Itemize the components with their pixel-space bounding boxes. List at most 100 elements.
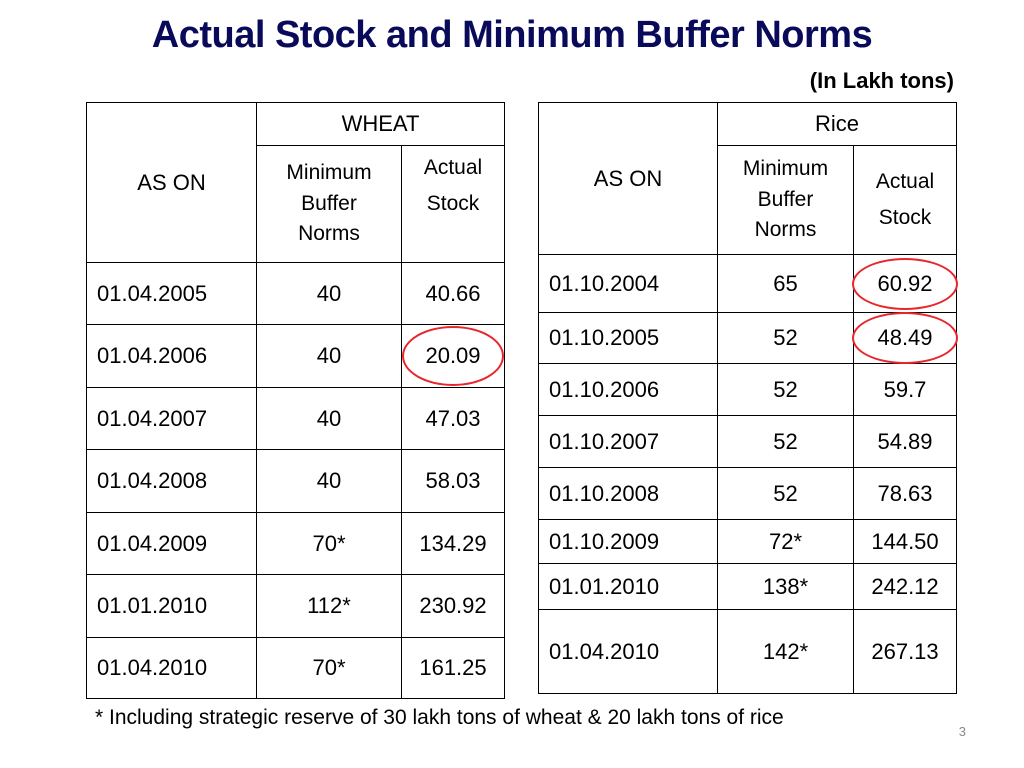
rice-table-row: 01.10.2005 52 48.49: [538, 312, 958, 364]
rice-table-row: 01.10.2008 52 78.63: [538, 467, 958, 520]
rice-actual-stock-cell: 60.92: [852, 254, 958, 313]
rice-min-norm-cell: 142*: [717, 609, 854, 694]
wheat-actual-stock-value: 58.03: [425, 468, 481, 493]
wheat-actual-stock-value: 134.29: [419, 530, 487, 556]
rice-date-cell: 01.10.2005: [538, 312, 718, 364]
rice-table-row: 01.10.2006 52 59.7: [538, 363, 958, 416]
wheat-date-cell: 01.04.2010: [86, 637, 257, 699]
wheat-min-norm-cell: 70*: [256, 512, 402, 575]
rice-min-header-line: Minimum: [742, 157, 829, 181]
rice-min-norm-cell: 52: [717, 312, 854, 364]
wheat-table-body: 01.04.2005 40 40.66 01.04.2006 40 20.09 01.04.…: [86, 262, 505, 699]
rice-min-norm-cell: 72*: [717, 519, 854, 564]
rice-date-cell: 01.01.2010: [538, 563, 718, 610]
rice-date-cell: 01.10.2007: [538, 415, 718, 468]
wheat-table: AS ON WHEAT Minimum Buffer Norms Actual …: [86, 102, 505, 699]
wheat-actual-header-line: Actual: [423, 155, 483, 179]
rice-min-norm-cell: 138*: [717, 563, 854, 610]
rice-actual-stock-cell: 48.49: [852, 312, 958, 364]
rice-min-header: Minimum Buffer Norms: [717, 145, 854, 255]
wheat-table-row: 01.04.2007 40 47.03: [86, 387, 505, 450]
wheat-actual-stock-cell: 161.25: [401, 637, 505, 699]
wheat-table-row: 01.04.2005 40 40.66: [86, 262, 505, 325]
rice-min-header-line: Norms: [754, 218, 817, 242]
rice-table-row: 01.04.2010 142* 267.13: [538, 609, 958, 694]
rice-actual-stock-cell: 267.13: [852, 609, 958, 694]
wheat-min-norm-cell: 70*: [256, 637, 402, 699]
wheat-min-norm-cell: 112*: [256, 574, 402, 638]
wheat-table-row: 01.04.2008 40 58.03: [86, 449, 505, 513]
wheat-table-row: 01.01.2010 112* 230.92: [86, 574, 505, 638]
wheat-date-cell: 01.04.2007: [86, 387, 257, 450]
rice-actual-header: Actual Stock: [852, 145, 958, 255]
wheat-group-header: WHEAT: [256, 102, 505, 146]
wheat-min-header-line: Norms: [298, 222, 360, 246]
rice-actual-header-line: Stock: [878, 206, 932, 229]
wheat-table-row: 01.04.2010 70* 161.25: [86, 637, 505, 699]
rice-as-on-header: AS ON: [538, 102, 718, 255]
wheat-as-on-header: AS ON: [86, 102, 257, 263]
wheat-min-norm-cell: 40: [256, 449, 402, 513]
wheat-actual-stock-value: 47.03: [425, 405, 481, 431]
rice-actual-stock-value: 78.63: [877, 480, 933, 506]
rice-min-norm-cell: 52: [717, 467, 854, 520]
wheat-actual-stock-cell: 58.03: [401, 449, 505, 513]
units-label: (In Lakh tons): [809, 68, 954, 93]
rice-group-header: Rice: [716, 102, 958, 146]
rice-table-row: 01.10.2004 65 60.92: [538, 254, 958, 313]
wheat-date-cell: 01.04.2008: [86, 449, 257, 513]
rice-actual-stock-value: 48.49: [877, 325, 933, 350]
footnote: * Including strategic reserve of 30 lakh…: [95, 706, 784, 729]
rice-actual-stock-cell: 78.63: [852, 467, 958, 520]
wheat-actual-stock-value: 230.92: [419, 593, 487, 618]
wheat-actual-stock-cell: 230.92: [401, 574, 505, 638]
wheat-actual-stock-cell: 40.66: [401, 262, 505, 325]
rice-date-cell: 01.10.2006: [538, 363, 718, 416]
rice-date-cell: 01.10.2004: [538, 254, 718, 313]
wheat-actual-header: Actual Stock: [401, 145, 505, 263]
wheat-date-cell: 01.04.2009: [86, 512, 257, 575]
slide-title: Actual Stock and Minimum Buffer Norms: [151, 14, 873, 56]
wheat-actual-stock-value: 161.25: [419, 655, 487, 680]
wheat-actual-stock-cell: 134.29: [401, 512, 505, 575]
wheat-table-row: 01.04.2006 40 20.09: [86, 324, 505, 388]
wheat-actual-stock-cell: 47.03: [401, 387, 505, 450]
wheat-date-cell: 01.01.2010: [86, 574, 257, 638]
rice-actual-stock-cell: 242.12: [852, 563, 958, 610]
wheat-actual-stock-cell: 20.09: [401, 324, 505, 388]
rice-actual-stock-value: 144.50: [871, 528, 939, 554]
rice-actual-stock-value: 267.13: [871, 638, 939, 664]
wheat-min-norm-cell: 40: [256, 387, 402, 450]
wheat-min-header-line: Minimum: [286, 161, 372, 185]
rice-min-norm-cell: 52: [717, 415, 854, 468]
wheat-min-header: Minimum Buffer Norms: [256, 145, 402, 263]
rice-actual-stock-cell: 144.50: [852, 519, 958, 564]
wheat-actual-header-line: Stock: [426, 191, 480, 215]
rice-table-row: 01.10.2007 52 54.89: [538, 415, 958, 468]
wheat-min-header-line: Buffer: [301, 191, 357, 215]
rice-actual-stock-value: 60.92: [877, 270, 933, 296]
rice-min-norm-cell: 65: [717, 254, 854, 313]
rice-actual-stock-value: 59.7: [883, 376, 927, 402]
page-number: 3: [958, 724, 966, 739]
rice-date-cell: 01.04.2010: [538, 609, 718, 694]
wheat-min-norm-cell: 40: [256, 262, 402, 325]
wheat-table-row: 01.04.2009 70* 134.29: [86, 512, 505, 575]
wheat-date-cell: 01.04.2005: [86, 262, 257, 325]
rice-actual-stock-cell: 59.7: [852, 363, 958, 416]
wheat-actual-stock-value: 20.09: [425, 343, 481, 368]
rice-min-norm-cell: 52: [717, 363, 854, 416]
wheat-min-norm-cell: 40: [256, 324, 402, 388]
wheat-actual-stock-value: 40.66: [425, 280, 481, 306]
rice-table: AS ON Rice Minimum Buffer Norms Actual S…: [538, 102, 958, 694]
wheat-date-cell: 01.04.2006: [86, 324, 257, 388]
rice-date-cell: 01.10.2008: [538, 467, 718, 520]
rice-min-header-line: Buffer: [757, 187, 814, 211]
rice-table-body: 01.10.2004 65 60.92 01.10.2005 52 48.49 01.10.…: [538, 254, 958, 694]
rice-actual-stock-cell: 54.89: [852, 415, 958, 468]
rice-date-cell: 01.10.2009: [538, 519, 718, 564]
rice-table-row: 01.01.2010 138* 242.12: [538, 563, 958, 610]
rice-actual-stock-value: 242.12: [871, 573, 939, 599]
rice-table-row: 01.10.2009 72* 144.50: [538, 519, 958, 564]
rice-actual-header-line: Actual: [875, 169, 935, 193]
